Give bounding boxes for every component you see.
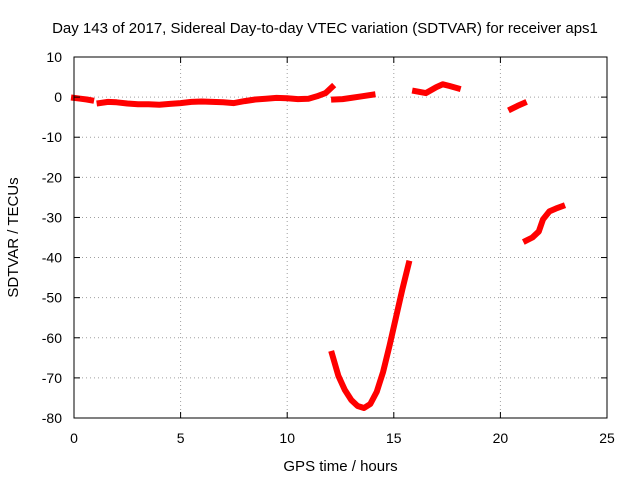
data-point <box>523 238 529 244</box>
data-point <box>263 96 269 102</box>
data-point <box>399 287 405 293</box>
data-point <box>355 403 361 409</box>
data-point <box>440 81 446 87</box>
data-point <box>220 99 226 105</box>
data-point <box>540 216 546 222</box>
data-point <box>124 101 130 107</box>
data-point <box>323 90 329 96</box>
x-tick-label: 0 <box>70 430 78 446</box>
data-point <box>146 101 152 107</box>
y-tick-label: -10 <box>42 129 62 145</box>
data-point <box>348 397 354 403</box>
data-point <box>335 373 341 379</box>
y-tick-label: 0 <box>54 89 62 105</box>
x-tick-label: 20 <box>493 430 509 446</box>
data-point <box>529 235 535 240</box>
data-point <box>242 98 248 104</box>
data-point <box>359 93 365 99</box>
series-line <box>96 82 337 108</box>
y-tick-label: -40 <box>42 250 62 266</box>
grid-lines <box>74 57 607 418</box>
data-point <box>167 101 173 107</box>
data-point <box>374 389 380 395</box>
data-point <box>508 106 514 112</box>
data-point <box>406 261 412 267</box>
data-point <box>274 95 280 101</box>
data-point <box>348 95 354 101</box>
data-point <box>252 97 258 103</box>
data-point <box>331 97 337 103</box>
chart-title: Day 143 of 2017, Sidereal Day-to-day VTE… <box>52 20 598 37</box>
y-tick-label: 10 <box>46 49 62 65</box>
y-tick-label: -80 <box>42 410 62 426</box>
data-point <box>210 99 216 105</box>
data-point <box>553 206 559 212</box>
data-point <box>105 99 111 105</box>
data-point <box>387 343 393 349</box>
data-point <box>361 405 367 411</box>
data-point <box>231 100 237 106</box>
x-tick-label: 5 <box>177 430 185 446</box>
y-tick-label: -50 <box>42 290 62 306</box>
plot-frame <box>73 56 608 419</box>
x-tick-label: 25 <box>599 430 615 446</box>
y-tick-label: -60 <box>42 330 62 346</box>
data-point <box>88 97 94 103</box>
y-tick-label: -70 <box>42 370 62 386</box>
y-axis-label: SDTVAR / TECUs <box>5 177 22 297</box>
data-point <box>329 351 335 357</box>
data-point <box>433 84 439 90</box>
data-point <box>295 96 301 102</box>
data-point <box>188 99 194 105</box>
data-point <box>342 387 348 393</box>
axis-ticks: 0 5 10 15 20 25 10 0 -10 -20 -30 -40 -50 -60 -70 -80 <box>42 49 615 446</box>
data-point <box>340 96 346 102</box>
data-point <box>423 90 429 96</box>
y-tick-label: -30 <box>42 209 62 225</box>
series-line <box>328 259 413 411</box>
data-series <box>70 81 567 411</box>
data-point <box>369 92 375 98</box>
x-tick-label: 15 <box>386 430 402 446</box>
data-point <box>380 369 386 375</box>
data-point <box>446 83 452 89</box>
data-point <box>199 99 205 105</box>
data-point <box>367 401 373 407</box>
x-tick-label: 10 <box>279 430 295 446</box>
data-point <box>135 101 141 107</box>
data-point <box>306 96 312 102</box>
data-point <box>514 103 520 109</box>
data-point <box>314 93 320 99</box>
data-point <box>156 102 162 108</box>
y-tick-label: -20 <box>42 169 62 185</box>
data-point <box>559 203 565 209</box>
data-point <box>97 100 103 106</box>
data-point <box>455 85 461 91</box>
data-point <box>412 88 418 94</box>
data-point <box>393 315 399 321</box>
data-point <box>178 100 184 106</box>
data-point <box>114 99 120 105</box>
x-axis-label: GPS time / hours <box>283 458 397 475</box>
data-point <box>84 97 90 103</box>
data-point <box>536 228 542 234</box>
data-point <box>329 84 335 90</box>
data-point <box>546 208 552 214</box>
data-point <box>521 100 527 106</box>
data-point <box>284 95 290 101</box>
